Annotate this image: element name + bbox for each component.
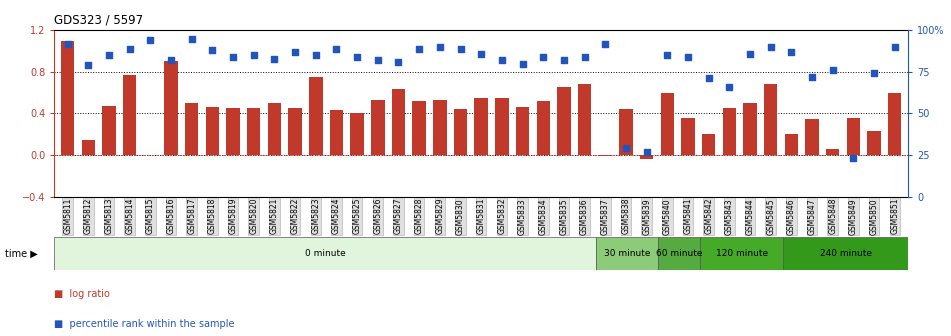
Bar xyxy=(205,107,219,155)
Point xyxy=(784,49,799,54)
Point xyxy=(350,54,365,59)
Point xyxy=(514,61,530,66)
Point xyxy=(102,52,117,58)
FancyBboxPatch shape xyxy=(54,237,595,270)
FancyBboxPatch shape xyxy=(595,237,658,270)
Bar xyxy=(475,98,488,155)
Point xyxy=(246,52,262,58)
Point xyxy=(805,74,820,80)
Bar xyxy=(681,118,694,155)
Bar xyxy=(619,109,632,155)
Bar xyxy=(702,134,715,155)
Point xyxy=(577,54,592,59)
Bar xyxy=(371,100,384,155)
Point xyxy=(556,57,572,63)
Bar xyxy=(61,41,74,155)
Bar xyxy=(433,100,447,155)
Point xyxy=(60,41,75,46)
Text: 0 minute: 0 minute xyxy=(304,249,345,258)
Point xyxy=(453,46,468,51)
Point xyxy=(680,54,695,59)
Text: time ▶: time ▶ xyxy=(5,249,37,259)
Bar xyxy=(578,84,592,155)
Bar xyxy=(515,107,530,155)
Bar xyxy=(888,93,902,155)
Bar xyxy=(288,108,301,155)
Point xyxy=(225,54,241,59)
Bar xyxy=(557,87,571,155)
Point xyxy=(184,36,200,41)
Text: 60 minute: 60 minute xyxy=(656,249,703,258)
Bar xyxy=(103,106,116,155)
Text: 30 minute: 30 minute xyxy=(604,249,650,258)
Point xyxy=(412,46,427,51)
Point xyxy=(660,52,675,58)
Bar xyxy=(744,103,757,155)
Point xyxy=(597,41,612,46)
Point xyxy=(391,59,406,65)
Point xyxy=(433,44,448,50)
Point xyxy=(535,54,551,59)
Bar xyxy=(640,155,653,159)
Bar xyxy=(764,84,777,155)
Bar xyxy=(536,101,550,155)
Bar xyxy=(785,134,798,155)
Point xyxy=(81,62,96,68)
Bar xyxy=(598,155,612,156)
Text: ■  log ratio: ■ log ratio xyxy=(54,289,110,299)
Bar xyxy=(350,114,364,155)
Text: 120 minute: 120 minute xyxy=(715,249,767,258)
Point xyxy=(825,68,841,73)
Point xyxy=(845,156,861,161)
Bar xyxy=(846,118,860,155)
Point xyxy=(267,56,282,61)
Point xyxy=(722,84,737,89)
Bar xyxy=(495,98,509,155)
Point xyxy=(122,46,137,51)
Point xyxy=(143,38,158,43)
FancyBboxPatch shape xyxy=(700,237,784,270)
Point xyxy=(701,76,716,81)
Bar xyxy=(268,103,281,155)
Point xyxy=(308,52,323,58)
Bar xyxy=(826,149,840,155)
Point xyxy=(287,49,302,54)
Bar xyxy=(330,110,343,155)
Bar xyxy=(392,89,405,155)
Bar xyxy=(82,140,95,155)
Bar xyxy=(309,77,322,155)
Point xyxy=(474,51,489,56)
Text: GDS323 / 5597: GDS323 / 5597 xyxy=(54,13,144,27)
Bar xyxy=(454,109,467,155)
Point xyxy=(164,57,179,63)
Bar xyxy=(247,108,261,155)
Bar xyxy=(867,131,881,155)
Point xyxy=(639,149,654,154)
Bar xyxy=(185,103,199,155)
Bar xyxy=(805,119,819,155)
Bar xyxy=(226,108,240,155)
Point xyxy=(763,44,778,50)
Point xyxy=(743,51,758,56)
Point xyxy=(204,47,220,53)
Bar xyxy=(165,61,178,155)
FancyBboxPatch shape xyxy=(658,237,700,270)
Point xyxy=(370,57,385,63)
Bar xyxy=(723,108,736,155)
Point xyxy=(495,57,510,63)
Point xyxy=(618,145,633,151)
Text: 240 minute: 240 minute xyxy=(820,249,872,258)
Bar xyxy=(661,93,674,155)
Point xyxy=(887,44,902,50)
Bar xyxy=(413,101,426,155)
Point xyxy=(329,46,344,51)
FancyBboxPatch shape xyxy=(784,237,908,270)
Point xyxy=(866,71,882,76)
Bar xyxy=(123,75,136,155)
Text: ■  percentile rank within the sample: ■ percentile rank within the sample xyxy=(54,319,235,329)
